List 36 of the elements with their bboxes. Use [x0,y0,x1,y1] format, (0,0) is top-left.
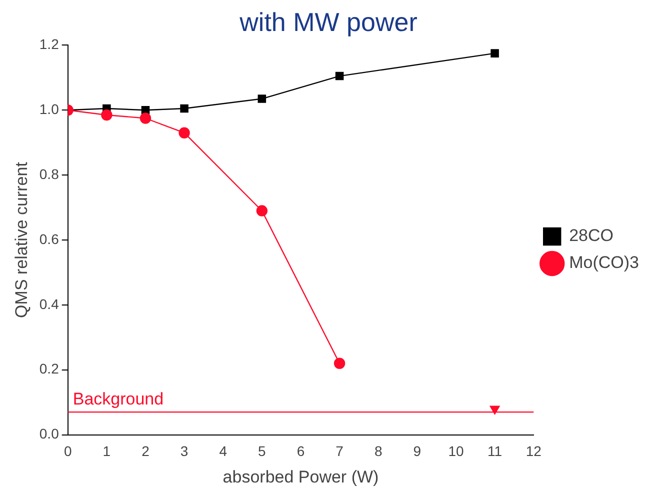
x-tick-label: 8 [374,443,382,460]
y-tick-label: 0.4 [39,296,60,312]
point [335,72,344,80]
x-tick-label: 11 [488,443,502,460]
ref-line-label: Background [72,389,164,408]
x-tick-label: 2 [142,443,150,460]
x-tick-label: 12 [526,443,542,460]
legend-label: Mo(CO)3 [569,253,640,272]
chart-title: with MW power [238,6,418,37]
x-tick-label: 3 [180,443,188,460]
point [178,127,190,138]
point [490,406,500,414]
y-axis-title: QMS relative current [12,162,31,318]
y-tick-label: 0.0 [39,426,60,442]
point [490,49,499,58]
y-tick-label: 1.0 [39,100,60,117]
y-tick-label: 1.2 [39,36,60,52]
x-tick-label: 5 [258,443,266,460]
legend-label: 28CO [569,226,614,246]
x-tick-label: 6 [296,443,305,460]
point [140,112,152,124]
x-axis-title: absorbed Power (W) [222,467,379,486]
x-tick-label: 9 [413,443,422,460]
x-tick-label: 4 [219,443,228,460]
y-tick-label: 0.6 [39,230,60,247]
x-tick-label: 0 [64,443,72,460]
point [180,104,188,113]
y-tick-label: 0.2 [39,360,60,377]
point [334,358,346,369]
point [256,205,268,216]
point [101,109,112,121]
point [258,94,266,103]
x-tick-label: 1 [102,443,111,460]
x-tick-label: 10 [448,443,464,460]
y-tick-label: 0.8 [39,166,60,182]
x-tick-label: 7 [336,443,344,460]
